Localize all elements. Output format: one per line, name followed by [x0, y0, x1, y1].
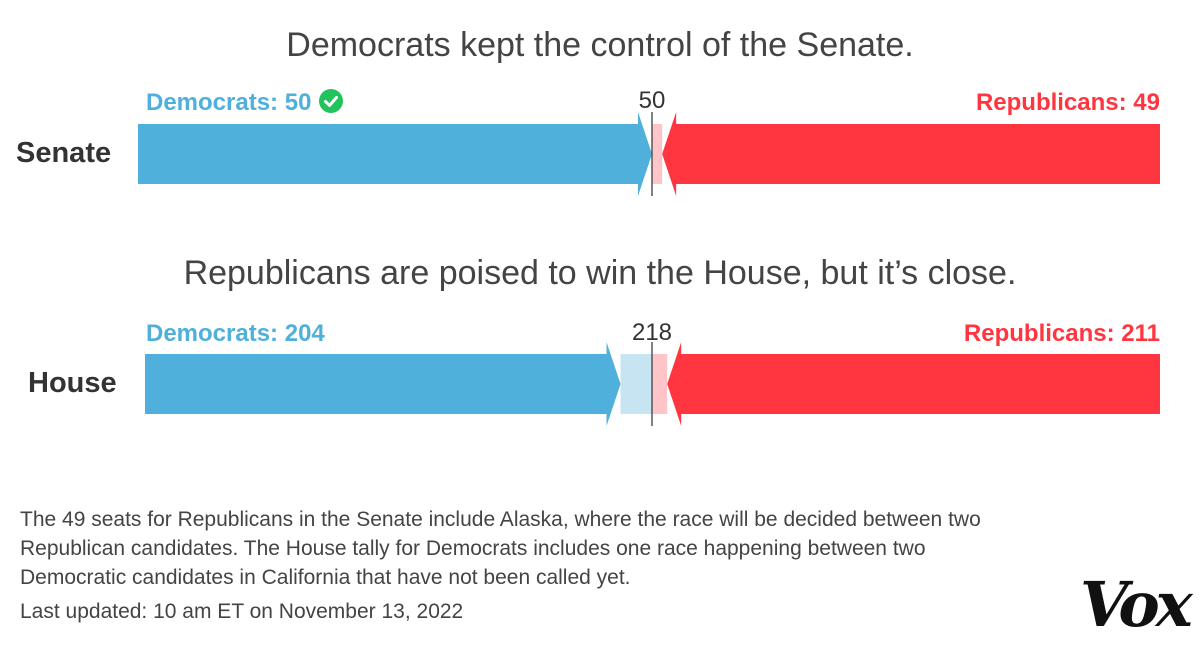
check-circle-icon — [319, 89, 344, 113]
house-rep-bar — [667, 342, 1160, 426]
house-dem-bar — [145, 342, 621, 426]
house-chart-title: Republicans are poised to win the House,… — [183, 254, 1017, 292]
house-dem-label: Democrats: 204 — [146, 320, 325, 347]
house-chamber-label: House — [28, 367, 117, 399]
house-rep-remaining-zone — [652, 354, 668, 414]
senate-dem-label: Democrats: 50 — [146, 89, 344, 117]
house-majority-label: 218 — [631, 319, 673, 346]
senate-majority-label: 50 — [638, 87, 666, 114]
footnote: The 49 seats for Republicans in the Sena… — [20, 508, 981, 589]
senate-chamber-label: Senate — [16, 137, 112, 169]
senate-dem-bar — [138, 112, 652, 196]
vox-logo: Vox — [1080, 568, 1193, 641]
house-dem-remaining-zone — [620, 354, 652, 414]
senate-rep-remaining-zone — [652, 124, 663, 184]
senate-chart-title: Democrats kept the control of the Senate… — [286, 26, 914, 64]
house-rep-label: Republicans: 211 — [963, 320, 1160, 347]
senate-rep-label: Republicans: 49 — [975, 89, 1160, 116]
senate-rep-bar — [662, 112, 1160, 196]
last-updated: Last updated: 10 am ET on November 13, 2… — [20, 600, 464, 623]
senate-dem-label-text: Democrats: 50 — [146, 89, 312, 116]
